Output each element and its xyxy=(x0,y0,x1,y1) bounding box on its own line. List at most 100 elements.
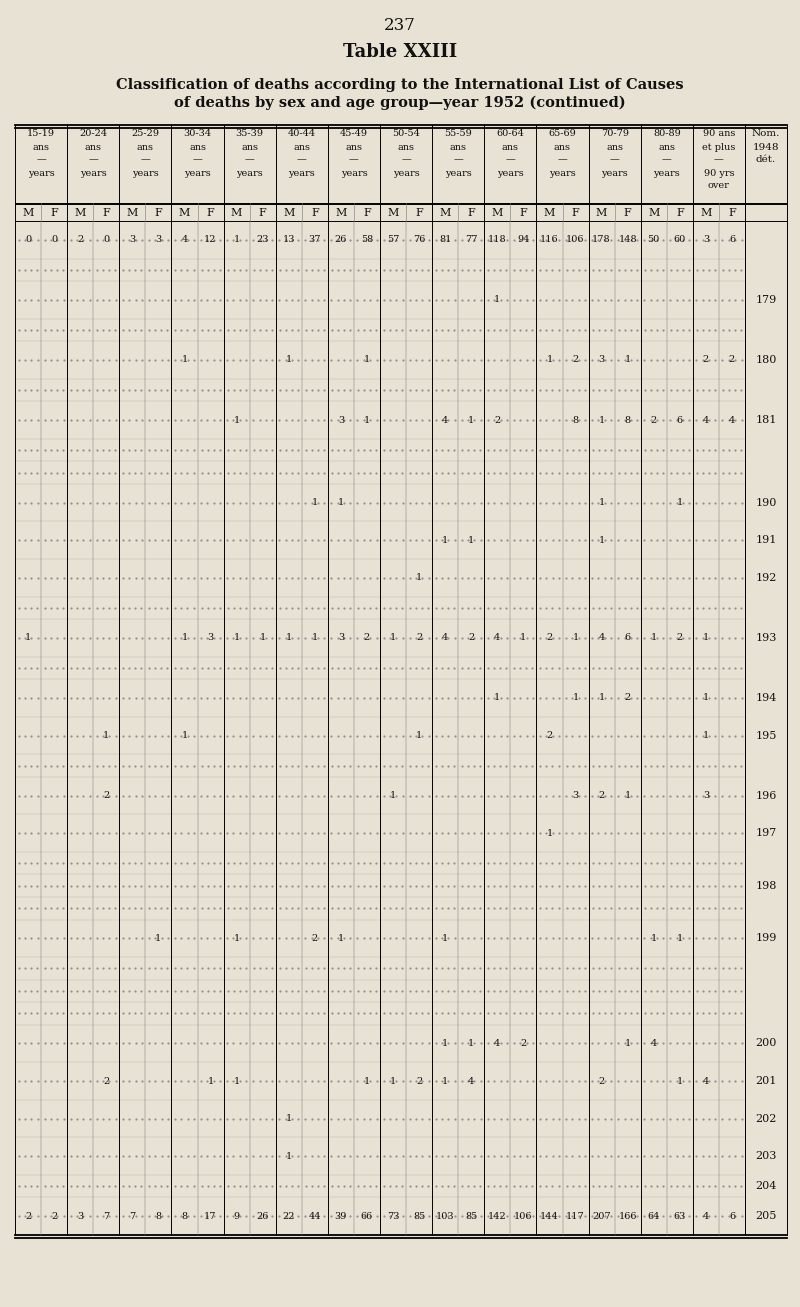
Text: years: years xyxy=(393,169,419,178)
Text: 1: 1 xyxy=(468,416,474,425)
Text: 60-64: 60-64 xyxy=(497,129,524,139)
Text: 1: 1 xyxy=(390,634,396,642)
Text: —: — xyxy=(36,156,46,165)
Text: 39: 39 xyxy=(334,1212,347,1221)
Text: ans: ans xyxy=(189,142,206,152)
Text: 179: 179 xyxy=(755,295,777,305)
Text: 63: 63 xyxy=(674,1212,686,1221)
Text: 1: 1 xyxy=(650,933,657,942)
Text: 20-24: 20-24 xyxy=(79,129,107,139)
Text: 23: 23 xyxy=(257,235,269,244)
Text: 201: 201 xyxy=(755,1076,777,1086)
Text: ans: ans xyxy=(137,142,154,152)
Text: 3: 3 xyxy=(207,634,214,642)
Text: —: — xyxy=(662,156,672,165)
Text: 3: 3 xyxy=(129,235,135,244)
Text: 204: 204 xyxy=(755,1182,777,1191)
Text: 1: 1 xyxy=(338,933,344,942)
Text: 1: 1 xyxy=(702,694,709,702)
Text: 166: 166 xyxy=(618,1212,637,1221)
Text: 12: 12 xyxy=(204,235,217,244)
Text: 94: 94 xyxy=(518,235,530,244)
Text: 1: 1 xyxy=(650,634,657,642)
Text: 195: 195 xyxy=(755,731,777,741)
Text: —: — xyxy=(245,156,254,165)
Text: 7: 7 xyxy=(103,1212,110,1221)
Text: —: — xyxy=(141,156,150,165)
Text: 26: 26 xyxy=(257,1212,269,1221)
Text: 44: 44 xyxy=(309,1212,321,1221)
Text: 192: 192 xyxy=(755,572,777,583)
Text: 4: 4 xyxy=(494,1039,501,1048)
Text: 6: 6 xyxy=(625,634,630,642)
Text: 1: 1 xyxy=(702,731,709,740)
Text: 1: 1 xyxy=(416,574,422,583)
Text: 1: 1 xyxy=(338,498,344,507)
Text: ans: ans xyxy=(450,142,466,152)
Text: 1: 1 xyxy=(625,791,631,800)
Text: years: years xyxy=(28,169,54,178)
Text: 2: 2 xyxy=(25,1212,31,1221)
Text: 1: 1 xyxy=(546,829,553,838)
Text: Nom.: Nom. xyxy=(752,129,780,139)
Text: 3: 3 xyxy=(338,634,344,642)
Text: F: F xyxy=(102,208,110,218)
Text: 3: 3 xyxy=(598,356,605,365)
Text: F: F xyxy=(206,208,214,218)
Text: 60: 60 xyxy=(674,235,686,244)
Text: 1: 1 xyxy=(702,634,709,642)
Text: ans: ans xyxy=(398,142,414,152)
Text: 1: 1 xyxy=(494,694,501,702)
Text: 76: 76 xyxy=(413,235,426,244)
Text: F: F xyxy=(572,208,579,218)
Text: F: F xyxy=(50,208,58,218)
Text: 55-59: 55-59 xyxy=(444,129,472,139)
Text: 2: 2 xyxy=(77,235,83,244)
Text: 2: 2 xyxy=(416,1077,422,1086)
Text: —: — xyxy=(714,156,724,165)
Text: 3: 3 xyxy=(155,235,162,244)
Text: —: — xyxy=(558,156,567,165)
Text: M: M xyxy=(700,208,711,218)
Text: M: M xyxy=(74,208,86,218)
Text: 118: 118 xyxy=(488,235,506,244)
Text: 66: 66 xyxy=(361,1212,373,1221)
Text: 1: 1 xyxy=(103,731,110,740)
Text: 90 yrs: 90 yrs xyxy=(704,169,734,178)
Text: Table XXIII: Table XXIII xyxy=(343,43,457,61)
Text: 2: 2 xyxy=(702,356,709,365)
Text: 106: 106 xyxy=(566,235,585,244)
Text: 6: 6 xyxy=(677,416,683,425)
Text: 1: 1 xyxy=(625,1039,631,1048)
Text: M: M xyxy=(648,208,659,218)
Text: ans: ans xyxy=(294,142,310,152)
Text: 103: 103 xyxy=(436,1212,454,1221)
Text: 0: 0 xyxy=(25,235,31,244)
Text: years: years xyxy=(497,169,524,178)
Text: 2: 2 xyxy=(103,791,110,800)
Text: 1: 1 xyxy=(677,933,683,942)
Text: 1: 1 xyxy=(546,356,553,365)
Text: 200: 200 xyxy=(755,1039,777,1048)
Text: ans: ans xyxy=(33,142,50,152)
Text: 4: 4 xyxy=(702,416,709,425)
Text: 2: 2 xyxy=(494,416,501,425)
Text: 1: 1 xyxy=(364,416,370,425)
Text: ans: ans xyxy=(606,142,623,152)
Text: M: M xyxy=(544,208,555,218)
Text: 1: 1 xyxy=(573,694,578,702)
Text: 181: 181 xyxy=(755,416,777,425)
Text: 1: 1 xyxy=(312,634,318,642)
Text: 1: 1 xyxy=(442,1039,448,1048)
Text: 2: 2 xyxy=(103,1077,110,1086)
Text: 6: 6 xyxy=(729,1212,735,1221)
Text: 117: 117 xyxy=(566,1212,585,1221)
Text: 191: 191 xyxy=(755,536,777,545)
Text: ans: ans xyxy=(85,142,102,152)
Text: 2: 2 xyxy=(677,634,683,642)
Text: —: — xyxy=(401,156,411,165)
Text: 1: 1 xyxy=(390,1077,396,1086)
Text: 7: 7 xyxy=(129,1212,135,1221)
Text: 194: 194 xyxy=(755,693,777,703)
Text: 40-44: 40-44 xyxy=(288,129,316,139)
